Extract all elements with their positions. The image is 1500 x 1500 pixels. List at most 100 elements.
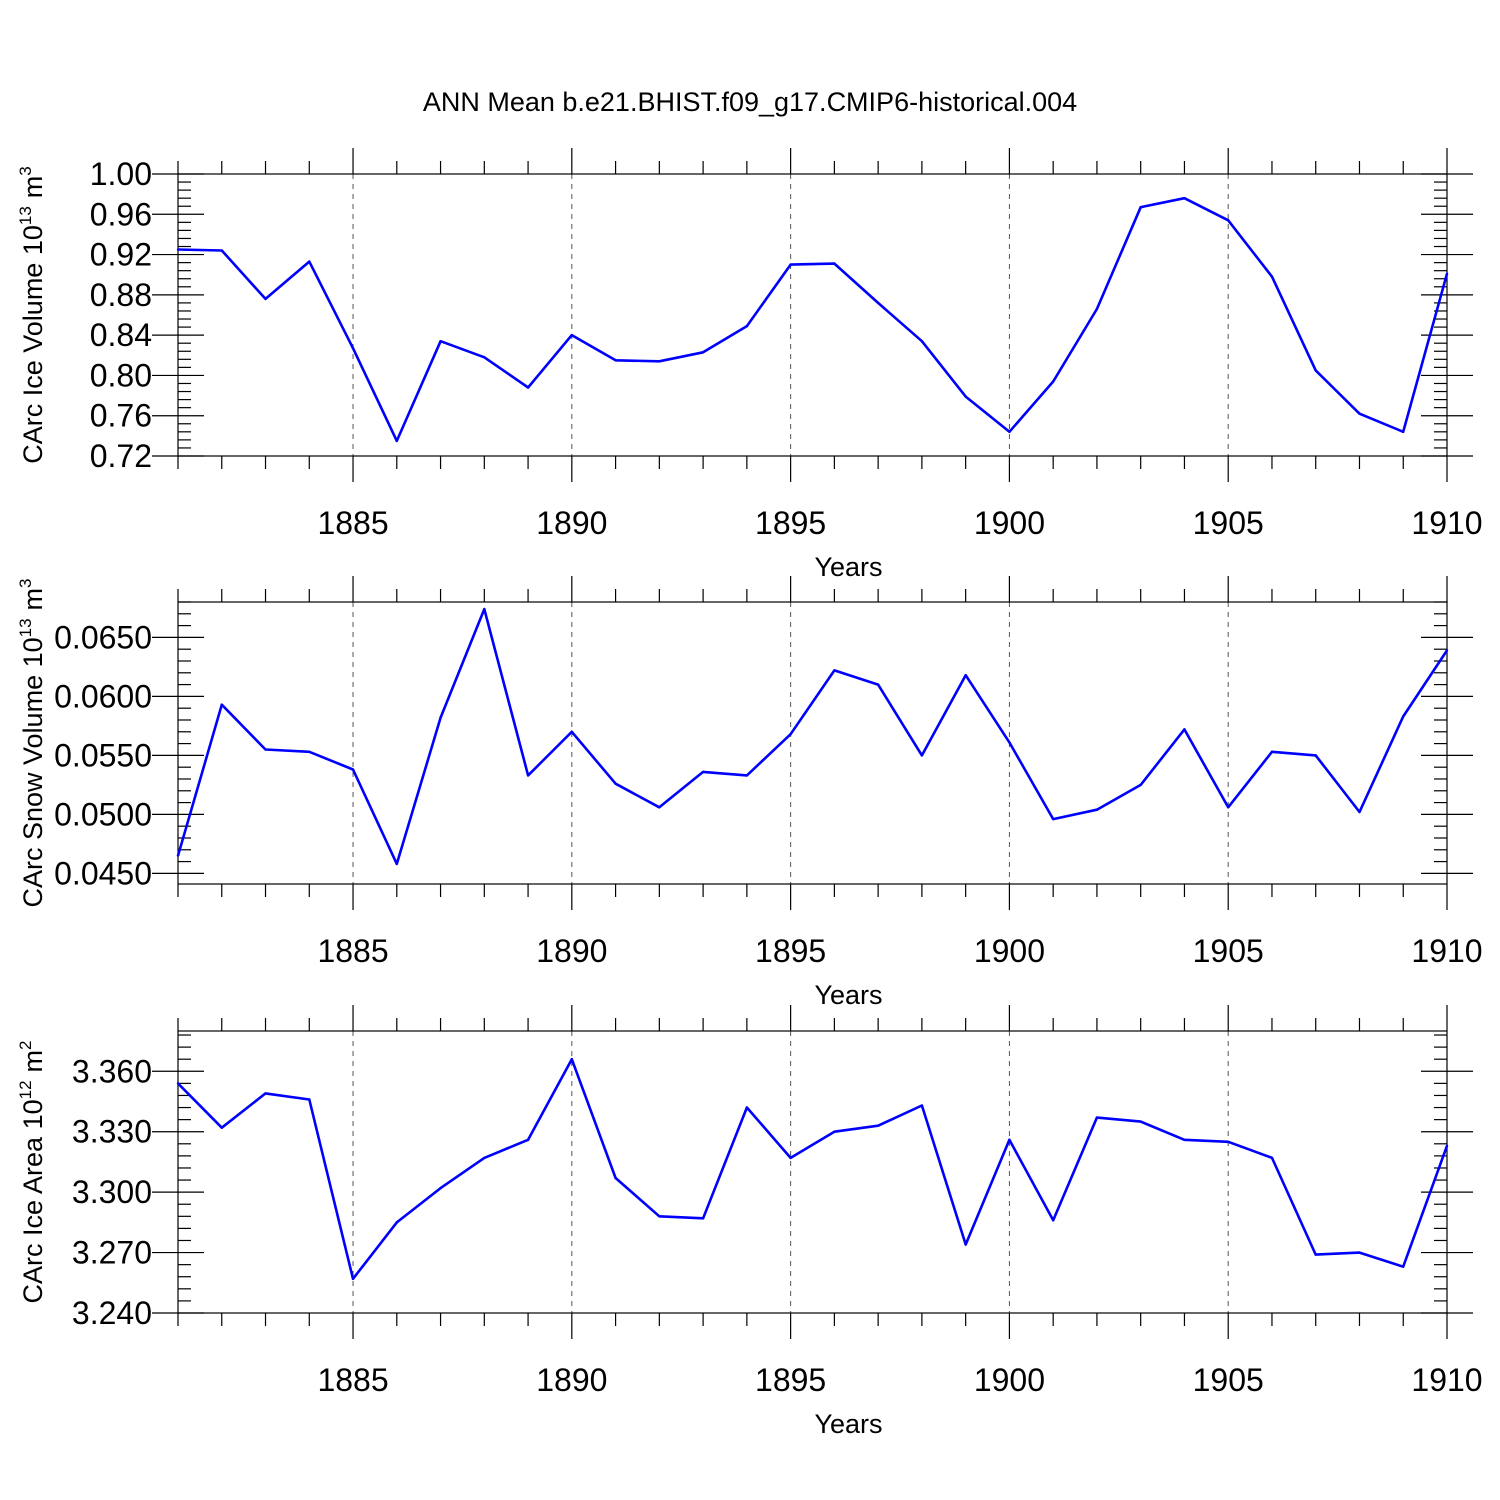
data-point bbox=[1183, 1138, 1186, 1141]
y-axis-label-superscript: 3 bbox=[16, 166, 35, 175]
data-point bbox=[701, 351, 705, 354]
data-point bbox=[1183, 728, 1186, 731]
x-tick-label: 1900 bbox=[974, 1362, 1045, 1398]
x-tick-label: 1905 bbox=[1193, 505, 1264, 541]
data-point bbox=[876, 1124, 880, 1127]
data-point bbox=[964, 395, 967, 398]
x-tick-label: 1905 bbox=[1193, 1362, 1264, 1398]
chart-title: ANN Mean b.e21.BHIST.f09_g17.CMIP6-histo… bbox=[423, 87, 1077, 117]
data-point bbox=[614, 1176, 617, 1180]
y-tick-label: 0.0550 bbox=[54, 737, 152, 773]
plot-frame bbox=[177, 1030, 1448, 1314]
data-point bbox=[1314, 1253, 1317, 1256]
data-point bbox=[1358, 1251, 1361, 1254]
data-point bbox=[1095, 808, 1099, 811]
data-point bbox=[1183, 196, 1186, 200]
y-axis-label-part: m bbox=[18, 1050, 48, 1073]
data-line bbox=[176, 607, 1449, 866]
data-point bbox=[439, 1186, 442, 1190]
x-tick-label: 1895 bbox=[755, 1362, 826, 1398]
data-line bbox=[177, 1057, 1449, 1281]
data-point bbox=[1008, 430, 1011, 434]
x-tick-label: 1885 bbox=[317, 933, 388, 969]
y-tick-label: 3.360 bbox=[72, 1053, 152, 1089]
data-point bbox=[483, 356, 486, 359]
data-point bbox=[1358, 412, 1361, 415]
data-point bbox=[1227, 219, 1230, 222]
x-tick-label: 1905 bbox=[1193, 933, 1264, 969]
data-point bbox=[395, 1221, 398, 1224]
y-axis-label: CArc Snow Volume 1013 m3 bbox=[16, 578, 48, 907]
data-point bbox=[1139, 206, 1142, 209]
y-tick-label: 0.0650 bbox=[54, 619, 152, 655]
y-axis-label-superscript: 3 bbox=[16, 578, 35, 587]
x-tick-label: 1910 bbox=[1411, 933, 1482, 969]
data-point bbox=[876, 683, 880, 686]
data-point bbox=[570, 1058, 574, 1061]
data-point bbox=[833, 262, 836, 265]
y-tick-label: 0.84 bbox=[90, 317, 152, 353]
y-tick-label: 0.72 bbox=[90, 438, 152, 474]
y-tick-label: 0.0500 bbox=[54, 796, 152, 832]
y-tick-label: 0.88 bbox=[90, 277, 152, 313]
x-axis-label: Years bbox=[814, 552, 882, 582]
y-tick-label: 0.96 bbox=[90, 196, 152, 232]
data-point bbox=[1270, 275, 1274, 278]
data-point bbox=[789, 263, 792, 266]
y-axis-label-part: CArc Snow Volume 10 bbox=[18, 637, 48, 907]
y-tick-label: 3.300 bbox=[72, 1174, 152, 1210]
x-tick-label: 1900 bbox=[974, 505, 1045, 541]
x-axis-label: Years bbox=[814, 980, 882, 1010]
data-point bbox=[526, 386, 530, 389]
x-tick-label: 1885 bbox=[317, 1362, 388, 1398]
data-point bbox=[1402, 1265, 1405, 1268]
data-point bbox=[395, 862, 398, 866]
ice-area-panel: 3.240 3.270 3.300 3.330 3.360 1885 1890 1895 190… bbox=[16, 1005, 1483, 1439]
y-axis-label-superscript: 13 bbox=[16, 206, 35, 225]
data-point bbox=[308, 260, 311, 263]
x-tick-label: 1890 bbox=[536, 1362, 607, 1398]
x-tick-label: 1910 bbox=[1411, 1362, 1482, 1398]
data-point bbox=[1358, 810, 1361, 814]
x-tick-label: 1885 bbox=[317, 505, 388, 541]
data-point bbox=[614, 782, 617, 785]
data-point bbox=[176, 1082, 180, 1085]
data-point bbox=[1227, 1140, 1230, 1143]
data-point bbox=[789, 1156, 792, 1160]
data-point bbox=[920, 339, 924, 343]
data-point bbox=[351, 1277, 355, 1280]
data-point bbox=[1402, 715, 1405, 718]
data-point bbox=[658, 1215, 661, 1218]
data-point bbox=[570, 730, 574, 733]
data-point bbox=[1095, 307, 1099, 311]
data-point bbox=[351, 768, 355, 771]
data-point bbox=[1008, 1138, 1011, 1141]
data-point bbox=[1051, 817, 1055, 821]
ice-volume-panel: 0.72 0.76 0.80 0.84 0.88 0.92 0.96 1.00 1885 1890… bbox=[16, 148, 1483, 582]
data-point bbox=[264, 297, 267, 301]
x-tick-label: 1895 bbox=[755, 505, 826, 541]
y-axis-label-part: CArc Ice Area 10 bbox=[18, 1099, 48, 1303]
x-tick-label: 1900 bbox=[974, 933, 1045, 969]
data-point bbox=[658, 806, 661, 809]
data-point bbox=[876, 301, 880, 305]
data-point bbox=[351, 347, 355, 350]
data-point bbox=[964, 1243, 967, 1246]
data-point bbox=[1270, 750, 1274, 754]
data-point bbox=[1270, 1156, 1274, 1160]
y-tick-label: 0.92 bbox=[90, 237, 152, 273]
data-point bbox=[1095, 1116, 1099, 1119]
y-axis-label-superscript: 12 bbox=[16, 1080, 35, 1099]
data-point bbox=[920, 754, 924, 757]
data-point bbox=[1051, 1219, 1055, 1222]
data-point bbox=[745, 774, 749, 777]
data-point bbox=[439, 339, 442, 343]
data-point bbox=[1314, 754, 1317, 757]
data-point bbox=[176, 248, 180, 251]
plot-frame bbox=[177, 601, 1448, 885]
y-tick-label: 0.76 bbox=[90, 398, 152, 434]
y-tick-label: 0.0600 bbox=[54, 678, 152, 714]
data-line bbox=[177, 196, 1449, 443]
data-point bbox=[920, 1104, 924, 1107]
data-point bbox=[395, 439, 398, 443]
